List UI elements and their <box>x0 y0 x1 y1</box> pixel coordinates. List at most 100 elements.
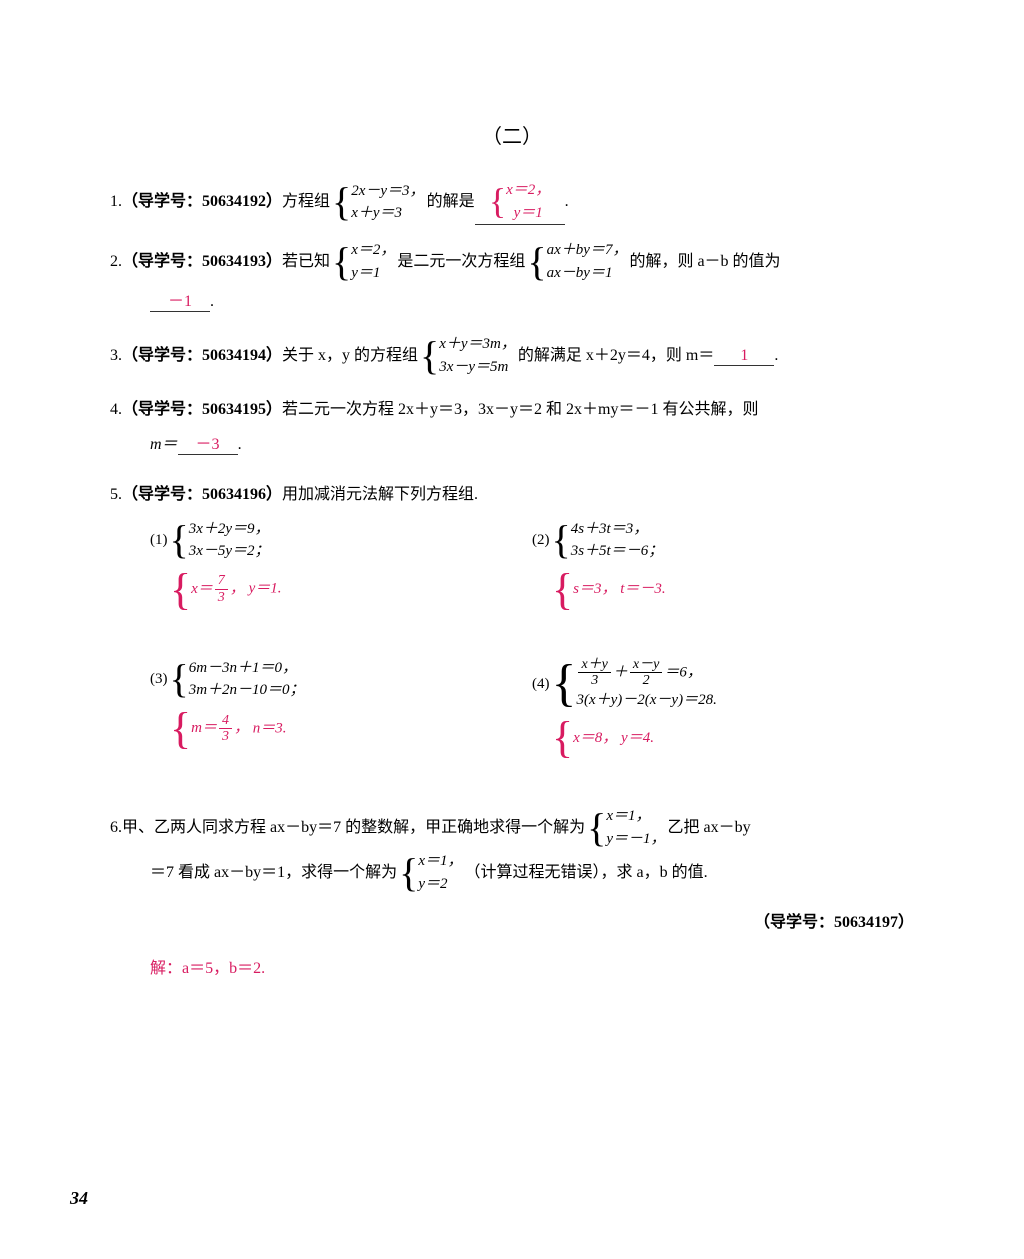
q5-p2-sb: 3s＋5t＝－6； <box>571 540 664 563</box>
q6-answer: 解：a＝5，b＝2. <box>150 951 914 986</box>
q2-t2: 是二元一次方程组 <box>397 244 525 279</box>
q5-p4-plus: ＋ <box>613 664 628 680</box>
q3-sb: 3x－y＝5m <box>439 356 516 379</box>
q5-p1-frac-n: 7 <box>215 573 228 589</box>
q5-t1: 用加减消元法解下列方程组. <box>282 477 478 512</box>
q5-p2-answer: { s＝3， t＝－3. <box>552 573 666 606</box>
q6-s2a: x＝1， <box>418 850 462 873</box>
q5-p3-label: (3) <box>150 663 168 696</box>
q2-ref: （导学号：50634193） <box>122 244 282 279</box>
problem-6: 6. 甲、乙两人同求方程 ax－by＝7 的整数解，甲正确地求得一个解为 { x… <box>110 805 914 985</box>
q1-num: 1. <box>110 184 122 219</box>
q3-answer: 1 <box>740 347 748 364</box>
q5-part4: (4) { x＋y3＋x－y2＝6， 3(x＋y)－2(x－y)＝28. { x… <box>532 657 914 765</box>
q4-answer: －3 <box>196 436 220 453</box>
q6-sys2: { x＝1， y＝2 <box>399 850 462 895</box>
q2-answer: －1 <box>168 293 192 310</box>
q5-p4-answer: { x＝8， y＝4. <box>552 721 654 754</box>
q1-eq2: x＋y＝3 <box>351 202 424 225</box>
q5-p3-sa: 6m－3n＋1＝0， <box>189 657 305 680</box>
problem-5: 5. （导学号：50634196） 用加减消元法解下列方程组. (1) { 3x… <box>110 477 914 766</box>
q5-ref: （导学号：50634196） <box>122 477 282 512</box>
q5-p4-end: ＝6， <box>664 664 702 680</box>
q5-p1-label: (1) <box>150 524 168 557</box>
q6-t1: 甲、乙两人同求方程 ax－by＝7 的整数解，甲正确地求得一个解为 <box>122 810 585 845</box>
q1-period: . <box>565 184 569 219</box>
q4-t1: 若二元一次方程 2x＋y＝3，3x－y＝2 和 2x＋my＝－1 有公共解，则 <box>282 392 758 427</box>
q2-answer-blank: －1 <box>150 292 210 312</box>
q5-p2-label: (2) <box>532 524 550 557</box>
q1-t1: 方程组 <box>282 184 330 219</box>
q2-period: . <box>210 284 214 319</box>
q5-p4-label: (4) <box>532 668 550 701</box>
q3-period: . <box>774 338 778 373</box>
q5-p4-f1d: 3 <box>588 673 601 688</box>
q5-p1-answer: { x＝73， y＝1. <box>170 573 281 606</box>
q5-p4-aa: x＝8， <box>573 730 617 746</box>
q1-ref: （导学号：50634192） <box>122 184 282 219</box>
q2-s2b: ax－by＝1 <box>547 262 628 285</box>
q6-s1a: x＝1， <box>606 805 665 828</box>
q6-sys1: { x＝1， y＝－1， <box>587 805 665 850</box>
q3-t2: 的解满足 x＋2y＝4，则 m＝ <box>518 338 714 373</box>
q2-s1b: y＝1 <box>351 262 395 285</box>
problem-3: 3. （导学号：50634194） 关于 x，y 的方程组 { x＋y＝3m， … <box>110 333 914 378</box>
q5-p4-ab: y＝4. <box>621 730 654 746</box>
q4-answer-blank: －3 <box>178 435 238 455</box>
q1-answer-blank: { x＝2， y＝1 <box>475 179 565 225</box>
q5-p3-frac-d: 3 <box>219 729 232 744</box>
q5-p4-f1n: x＋y <box>578 657 610 673</box>
problem-4: 4. （导学号：50634195） 若二元一次方程 2x＋y＝3，3x－y＝2 … <box>110 392 914 462</box>
page-number: 34 <box>70 1188 88 1209</box>
q5-p1-sa: 3x＋2y＝9， <box>189 518 270 541</box>
q5-part1: (1) { 3x＋2y＝9， 3x－5y＝2； { x＝73， y＝1. <box>150 518 532 617</box>
q5-p1-aa-pre: x＝ <box>191 581 213 597</box>
q5-p2-aa: s＝3， <box>573 581 616 597</box>
q1-ans-b: y＝1 <box>506 202 550 225</box>
q2-t1: 若已知 <box>282 244 330 279</box>
q5-p1-ab: y＝1. <box>249 581 282 597</box>
q5-num: 5. <box>110 477 122 512</box>
q3-answer-blank: 1 <box>714 346 774 366</box>
q1-t2: 的解是 <box>427 184 475 219</box>
q5-p4-sb: 3(x＋y)－2(x－y)＝28. <box>576 689 716 712</box>
q4-ref: （导学号：50634195） <box>122 392 282 427</box>
q6-num: 6. <box>110 810 122 845</box>
q6-t4: （计算过程无错误），求 a，b 的值. <box>464 855 707 890</box>
q2-t3: 的解，则 a－b 的值为 <box>629 244 780 279</box>
q3-sa: x＋y＝3m， <box>439 333 516 356</box>
q3-ref: （导学号：50634194） <box>122 338 282 373</box>
q5-p3-aa-pre: m＝ <box>191 720 217 736</box>
q5-p1-aa-post: ， <box>230 581 245 597</box>
q5-p1-sb: 3x－5y＝2； <box>189 540 270 563</box>
q5-p3-answer: { m＝43， n＝3. <box>170 712 287 745</box>
q3-num: 3. <box>110 338 122 373</box>
q4-period: . <box>238 427 242 462</box>
q1-system: { 2x－y＝3， x＋y＝3 <box>332 180 425 225</box>
q4-num: 4. <box>110 392 122 427</box>
q5-p3-aa-post: ， <box>234 720 249 736</box>
q6-t2: 乙把 ax－by <box>667 810 750 845</box>
section-title: （二） <box>110 120 914 149</box>
q6-ref: （导学号：50634197） <box>110 905 914 940</box>
q5-p3-sb: 3m＋2n－10＝0； <box>189 679 305 702</box>
q5-p4-f2d: 2 <box>640 673 653 688</box>
q5-p2-ab: t＝－3. <box>620 581 665 597</box>
problem-1: 1. （导学号：50634192） 方程组 { 2x－y＝3， x＋y＝3 的解… <box>110 179 914 225</box>
problem-2: 2. （导学号：50634193） 若已知 { x＝2， y＝1 是二元一次方程… <box>110 239 914 319</box>
q2-s2a: ax＋by＝7， <box>547 239 628 262</box>
q5-part3: (3) { 6m－3n＋1＝0， 3m＋2n－10＝0； { m＝43， n＝3… <box>150 657 532 765</box>
q6-t3: ＝7 看成 ax－by＝1，求得一个解为 <box>150 855 397 890</box>
q3-t1: 关于 x，y 的方程组 <box>282 338 418 373</box>
q1-ans-a: x＝2， <box>506 179 550 202</box>
q1-answer: { x＝2， y＝1 <box>489 179 550 224</box>
q5-p1-frac-d: 3 <box>215 590 228 605</box>
q5-p4-f2n: x－y <box>630 657 662 673</box>
q2-sys1: { x＝2， y＝1 <box>332 239 395 284</box>
q6-s1b: y＝－1， <box>606 828 665 851</box>
q2-num: 2. <box>110 244 122 279</box>
q5-p2-sa: 4s＋3t＝3， <box>571 518 664 541</box>
q5-p3-frac-n: 4 <box>219 713 232 729</box>
q1-eq1: 2x－y＝3， <box>351 180 424 203</box>
q2-sys2: { ax＋by＝7， ax－by＝1 <box>527 239 627 284</box>
